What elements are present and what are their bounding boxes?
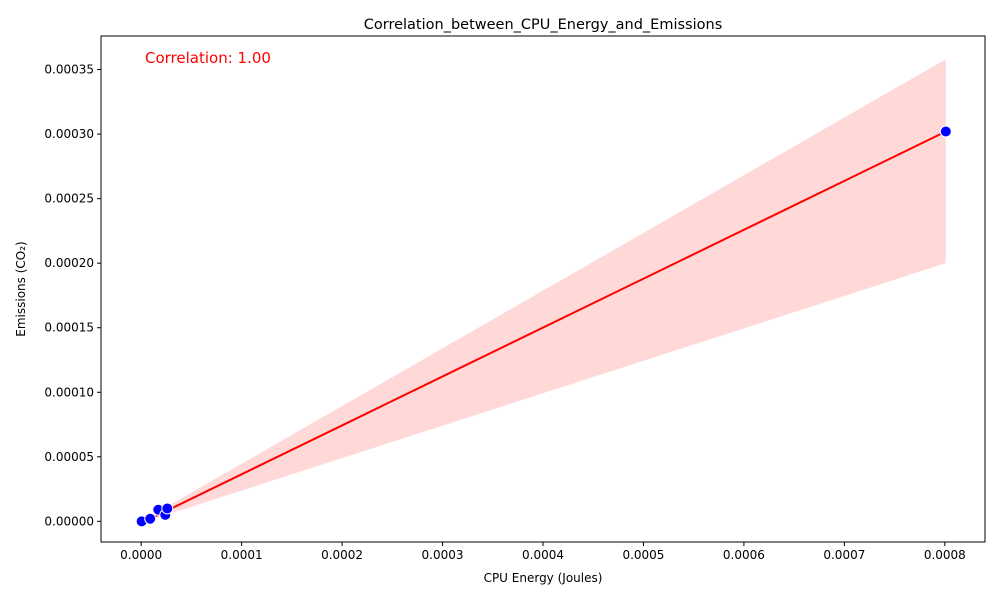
x-tick-label: 0.0002 xyxy=(321,548,363,562)
x-tick-label: 0.0000 xyxy=(120,548,162,562)
regression-line xyxy=(149,130,947,520)
data-point-4 xyxy=(161,502,174,515)
y-tick-label: 0.00005 xyxy=(44,450,94,464)
x-tick-label: 0.0007 xyxy=(823,548,865,562)
correlation-annotation: Correlation: 1.00 xyxy=(145,49,271,67)
data-point-1 xyxy=(144,512,157,525)
x-axis: 0.0000 0.0001 0.0002 0.0003 0.0004 0.0005 0.00… xyxy=(120,542,966,562)
x-tick-label: 0.0005 xyxy=(622,548,664,562)
x-tick-label: 0.0003 xyxy=(422,548,464,562)
y-tick-label: 0.00035 xyxy=(44,63,94,77)
confidence-band xyxy=(150,59,946,521)
x-tick-label: 0.0001 xyxy=(221,548,263,562)
y-tick-label: 0.00020 xyxy=(44,256,94,270)
y-axis: 0.00000 0.00005 0.00010 0.00015 0.00020 0.000… xyxy=(44,63,101,528)
x-tick-label: 0.0006 xyxy=(723,548,765,562)
y-axis-label: Emissions (CO₂) xyxy=(14,241,28,336)
y-tick-label: 0.00000 xyxy=(44,514,94,528)
x-tick-label: 0.0008 xyxy=(924,548,966,562)
y-tick-label: 0.00015 xyxy=(44,321,94,335)
chart-title: Correlation_between_CPU_Energy_and_Emiss… xyxy=(364,17,723,33)
data-points-layer xyxy=(135,125,952,528)
regression-line-layer xyxy=(149,130,947,520)
y-tick-label: 0.00010 xyxy=(44,385,94,399)
x-axis-label: CPU Energy (Joules) xyxy=(484,571,603,585)
y-tick-label: 0.00025 xyxy=(44,192,94,206)
data-point-5 xyxy=(939,125,952,138)
x-tick-label: 0.0004 xyxy=(522,548,564,562)
confidence-band-layer xyxy=(150,59,946,521)
y-tick-label: 0.00030 xyxy=(44,127,94,141)
